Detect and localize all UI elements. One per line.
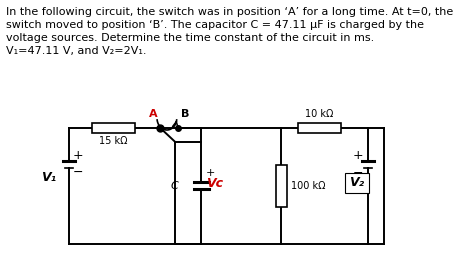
- Text: +: +: [205, 168, 215, 178]
- Text: −: −: [352, 167, 362, 180]
- FancyBboxPatch shape: [344, 173, 369, 193]
- Text: B: B: [180, 109, 189, 119]
- Text: In the following circuit, the switch was in position ‘A’ for a long time. At t=0: In the following circuit, the switch was…: [6, 7, 452, 17]
- Text: A: A: [149, 109, 158, 119]
- Text: +: +: [351, 149, 362, 162]
- Text: V₁=47.11 V, and V₂=2V₁.: V₁=47.11 V, and V₂=2V₁.: [6, 46, 146, 56]
- Bar: [297, 123, 341, 133]
- Text: V₁: V₁: [40, 171, 56, 184]
- Text: 15 kΩ: 15 kΩ: [99, 136, 128, 146]
- Text: voltage sources. Determine the time constant of the circuit in ms.: voltage sources. Determine the time cons…: [6, 33, 373, 43]
- Bar: [275, 165, 287, 207]
- Text: V₂: V₂: [349, 176, 364, 189]
- Text: −: −: [73, 166, 83, 179]
- Text: C: C: [170, 181, 178, 191]
- Text: +: +: [73, 149, 83, 162]
- Bar: [92, 123, 135, 133]
- Text: 100 kΩ: 100 kΩ: [291, 181, 325, 191]
- Text: 10 kΩ: 10 kΩ: [305, 109, 333, 119]
- Text: switch moved to position ‘B’. The capacitor C = 47.11 μF is charged by the: switch moved to position ‘B’. The capaci…: [6, 20, 423, 30]
- Text: Vᴄ: Vᴄ: [205, 177, 222, 190]
